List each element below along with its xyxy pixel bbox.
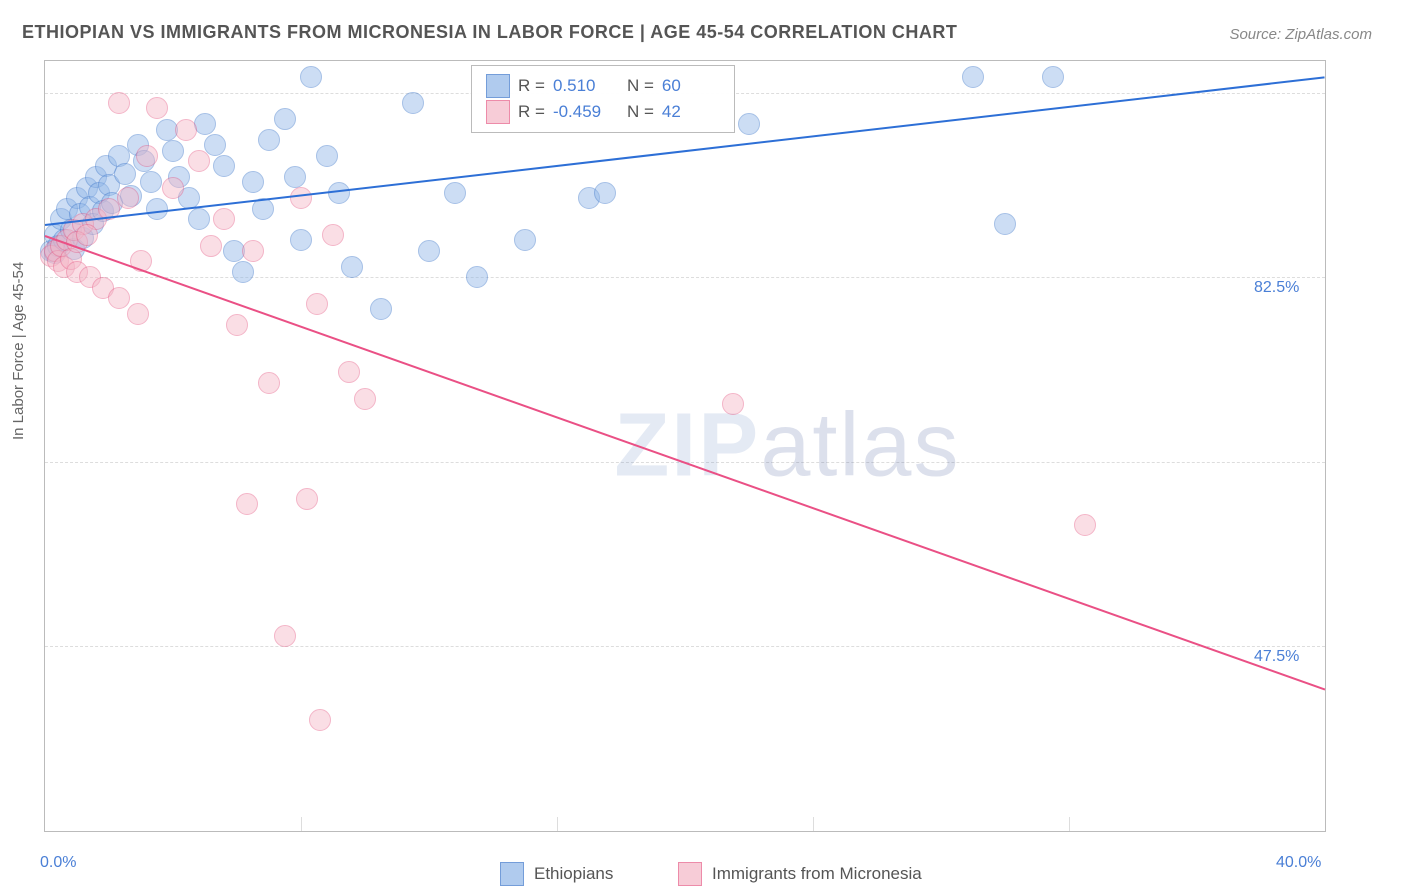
- scatter-point-micronesia: [162, 177, 184, 199]
- scatter-point-micronesia: [108, 92, 130, 114]
- grid-line-v: [557, 817, 558, 831]
- scatter-point-micronesia: [146, 97, 168, 119]
- scatter-point-micronesia: [296, 488, 318, 510]
- scatter-point-micronesia: [338, 361, 360, 383]
- y-axis-label: In Labor Force | Age 45-54: [10, 262, 27, 440]
- scatter-point-micronesia: [136, 145, 158, 167]
- scatter-point-ethiopians: [284, 166, 306, 188]
- grid-line-v: [1069, 817, 1070, 831]
- scatter-point-micronesia: [175, 119, 197, 141]
- scatter-point-ethiopians: [232, 261, 254, 283]
- scatter-point-ethiopians: [994, 213, 1016, 235]
- legend-label-micronesia: Immigrants from Micronesia: [712, 864, 922, 884]
- legend-item-micronesia: Immigrants from Micronesia: [678, 862, 922, 886]
- n-value-micronesia: 42: [662, 102, 720, 122]
- scatter-point-micronesia: [354, 388, 376, 410]
- scatter-point-micronesia: [127, 303, 149, 325]
- scatter-point-micronesia: [236, 493, 258, 515]
- x-tick-label: 40.0%: [1276, 854, 1321, 872]
- grid-line-v: [813, 817, 814, 831]
- legend-stats-row-ethiopians: R = 0.510 N = 60: [486, 74, 720, 98]
- scatter-point-micronesia: [200, 235, 222, 257]
- scatter-point-ethiopians: [962, 66, 984, 88]
- scatter-point-micronesia: [108, 287, 130, 309]
- scatter-point-ethiopians: [188, 208, 210, 230]
- legend-swatch-micronesia: [486, 100, 510, 124]
- scatter-point-micronesia: [322, 224, 344, 246]
- legend-swatch-micronesia: [678, 862, 702, 886]
- r-value-ethiopians: 0.510: [553, 76, 611, 96]
- legend-swatch-ethiopians: [486, 74, 510, 98]
- scatter-point-ethiopians: [1042, 66, 1064, 88]
- r-label: R =: [518, 102, 545, 122]
- r-label: R =: [518, 76, 545, 96]
- legend-label-ethiopians: Ethiopians: [534, 864, 613, 884]
- scatter-point-ethiopians: [242, 171, 264, 193]
- scatter-point-micronesia: [188, 150, 210, 172]
- grid-line-v: [301, 817, 302, 831]
- y-tick-label: 82.5%: [1254, 279, 1299, 297]
- grid-line-h: [45, 646, 1325, 647]
- scatter-point-micronesia: [242, 240, 264, 262]
- scatter-point-micronesia: [306, 293, 328, 315]
- scatter-point-micronesia: [76, 224, 98, 246]
- scatter-point-ethiopians: [444, 182, 466, 204]
- legend-swatch-ethiopians: [500, 862, 524, 886]
- chart-title: ETHIOPIAN VS IMMIGRANTS FROM MICRONESIA …: [22, 22, 957, 43]
- y-tick-label: 47.5%: [1254, 648, 1299, 666]
- scatter-point-ethiopians: [114, 163, 136, 185]
- n-label: N =: [627, 76, 654, 96]
- scatter-point-micronesia: [309, 709, 331, 731]
- scatter-point-micronesia: [213, 208, 235, 230]
- scatter-point-ethiopians: [290, 229, 312, 251]
- scatter-point-micronesia: [226, 314, 248, 336]
- legend-item-ethiopians: Ethiopians: [500, 862, 613, 886]
- watermark: ZIPatlas: [614, 395, 960, 498]
- scatter-point-micronesia: [117, 187, 139, 209]
- scatter-point-micronesia: [1074, 514, 1096, 536]
- scatter-point-micronesia: [290, 187, 312, 209]
- scatter-point-ethiopians: [194, 113, 216, 135]
- x-tick-label: 0.0%: [40, 854, 76, 872]
- scatter-point-ethiopians: [370, 298, 392, 320]
- scatter-point-ethiopians: [274, 108, 296, 130]
- source-label: Source: ZipAtlas.com: [1229, 26, 1372, 43]
- scatter-point-ethiopians: [140, 171, 162, 193]
- scatter-point-ethiopians: [514, 229, 536, 251]
- n-label: N =: [627, 102, 654, 122]
- scatter-point-ethiopians: [316, 145, 338, 167]
- scatter-point-ethiopians: [258, 129, 280, 151]
- n-value-ethiopians: 60: [662, 76, 720, 96]
- scatter-point-micronesia: [258, 372, 280, 394]
- scatter-point-ethiopians: [213, 155, 235, 177]
- scatter-point-ethiopians: [300, 66, 322, 88]
- r-value-micronesia: -0.459: [553, 102, 611, 122]
- plot-area: ZIPatlas R = 0.510 N = 60 R = -0.459 N = 42: [44, 60, 1326, 832]
- scatter-point-ethiopians: [162, 140, 184, 162]
- scatter-point-micronesia: [722, 393, 744, 415]
- scatter-point-ethiopians: [402, 92, 424, 114]
- legend-stats-row-micronesia: R = -0.459 N = 42: [486, 100, 720, 124]
- legend-stats: R = 0.510 N = 60 R = -0.459 N = 42: [471, 65, 735, 133]
- scatter-point-ethiopians: [146, 198, 168, 220]
- scatter-point-ethiopians: [594, 182, 616, 204]
- scatter-point-ethiopians: [738, 113, 760, 135]
- scatter-point-micronesia: [274, 625, 296, 647]
- scatter-point-ethiopians: [341, 256, 363, 278]
- scatter-point-ethiopians: [466, 266, 488, 288]
- scatter-point-ethiopians: [418, 240, 440, 262]
